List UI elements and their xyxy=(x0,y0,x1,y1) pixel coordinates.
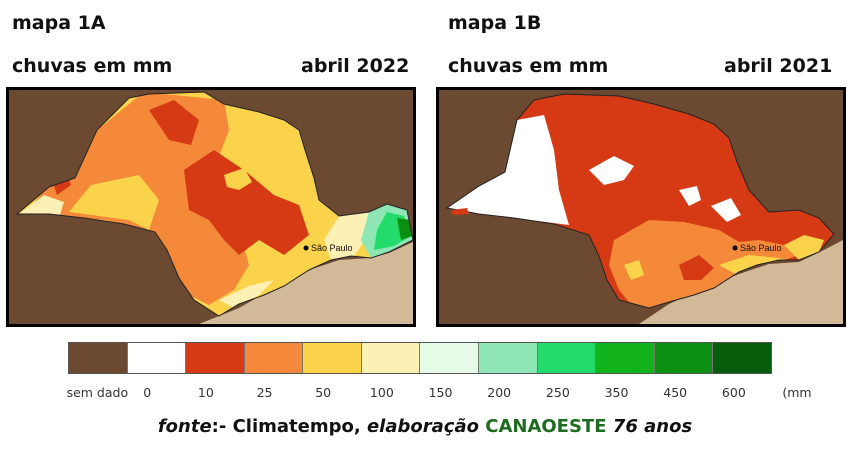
source-sep: :- Climatempo, xyxy=(211,416,367,437)
map-b-subtitle: chuvas em mm xyxy=(448,55,609,77)
legend-label: 25 xyxy=(256,385,273,400)
source-line: fonte:- Climatempo, elaboração CANAOESTE… xyxy=(0,416,850,437)
legend-label: 200 xyxy=(487,385,512,400)
legend-label: 0 xyxy=(143,385,152,400)
map-a-period: abril 2022 xyxy=(301,55,410,77)
legend-label: 250 xyxy=(545,385,570,400)
map-b-period: abril 2021 xyxy=(724,55,833,77)
legend-swatch xyxy=(303,343,362,373)
ocean-area xyxy=(639,240,843,324)
legend-swatch xyxy=(69,343,128,373)
legend-label: 150 xyxy=(428,385,453,400)
legend-swatch xyxy=(537,343,597,373)
legend-swatch xyxy=(186,343,245,373)
state-outline-b xyxy=(445,93,835,309)
ocean-area xyxy=(199,242,413,324)
source-suffix: 76 anos xyxy=(612,416,693,437)
legend-label: sem dado xyxy=(66,385,129,400)
legend-label: 450 xyxy=(663,385,688,400)
legend-swatch xyxy=(361,343,421,373)
legend-swatch xyxy=(420,343,480,373)
map-a-title: mapa 1A xyxy=(12,12,106,34)
legend-swatch xyxy=(713,343,771,373)
map-b-svg: São Paulo xyxy=(439,90,843,324)
city-label-b: São Paulo xyxy=(740,243,782,253)
map-a-panel: São Paulo xyxy=(6,87,416,327)
legend-label: 50 xyxy=(315,385,332,400)
legend-unit: (mm xyxy=(782,385,812,400)
city-marker-icon xyxy=(732,245,738,251)
source-elab: elaboração xyxy=(366,416,479,437)
legend-bar xyxy=(68,342,772,374)
legend-swatch xyxy=(654,343,714,373)
source-prefix: fonte xyxy=(157,416,212,437)
legend-label: 10 xyxy=(197,385,214,400)
legend-label: 600 xyxy=(721,385,746,400)
city-label-a: São Paulo xyxy=(311,243,353,253)
legend-swatch xyxy=(596,343,655,373)
source-brand: CANAOESTE xyxy=(485,416,607,437)
legend-swatch xyxy=(127,343,187,373)
legend-swatch xyxy=(244,343,304,373)
map-b-title: mapa 1B xyxy=(448,12,542,34)
legend-label: 100 xyxy=(369,385,394,400)
legend-label: 350 xyxy=(604,385,629,400)
map-a-subtitle: chuvas em mm xyxy=(12,55,173,77)
state-outline-a xyxy=(15,91,413,317)
map-a-svg: São Paulo xyxy=(9,90,413,324)
red-spot-west xyxy=(451,208,469,215)
map-b-panel: São Paulo xyxy=(436,87,846,327)
legend-swatch xyxy=(479,343,538,373)
city-marker-icon xyxy=(303,245,309,251)
